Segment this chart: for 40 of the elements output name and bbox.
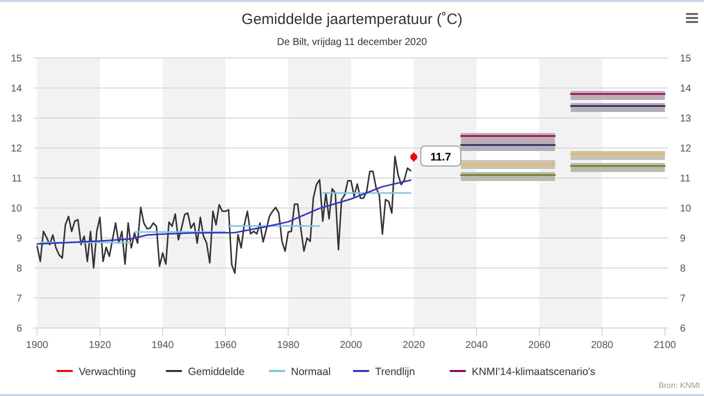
text: Bron: KNMI (658, 381, 700, 390)
y-tick-label: 8 (16, 264, 22, 274)
x-tick-label: 2020 (402, 340, 426, 351)
y2-tick-label: 12 (680, 144, 692, 154)
y-tick-label: 12 (10, 144, 22, 154)
y2-tick-label: 7 (680, 294, 686, 304)
x-tick-label: 2000 (340, 340, 363, 351)
y2-tick-label: 13 (680, 114, 692, 124)
x-tick-label: 1960 (214, 340, 238, 351)
chart-title: Gemiddelde jaartemperatuur (˚C) (242, 11, 462, 28)
y2-tick-label: 11 (680, 174, 691, 184)
legend-label: Gemiddelde (188, 366, 245, 378)
y-tick-label: 9 (16, 234, 22, 244)
x-tick-label: 1900 (26, 340, 49, 351)
y-tick-label: 6 (16, 324, 22, 334)
x-tick-label: 1940 (152, 340, 174, 351)
y2-tick-label: 14 (680, 84, 692, 94)
y-tick-label: 10 (10, 204, 22, 214)
y2-tick-label: 15 (680, 54, 692, 64)
y2-tick-label: 9 (680, 234, 686, 244)
y2-tick-label: 6 (680, 324, 686, 334)
legend-label: Trendlijn (375, 366, 416, 378)
x-tick-label: 2080 (590, 340, 614, 351)
y2-tick-label: 8 (680, 264, 686, 274)
y2-tick-label: 10 (680, 204, 692, 214)
y-tick-label: 7 (16, 294, 22, 304)
x-tick-label: 2100 (654, 340, 676, 351)
x-tick-label: 2060 (528, 340, 551, 351)
y-tick-label: 13 (10, 114, 22, 124)
legend-label: KNMI'14-klimaatscenario's (472, 366, 596, 378)
legend-label: Verwachting (78, 366, 136, 378)
legend-label: Normaal (291, 366, 331, 378)
x-tick-label: 2040 (465, 340, 488, 351)
chart-subtitle: De Bilt, vrijdag 11 december 2020 (277, 37, 428, 48)
x-tick-label: 1980 (277, 340, 300, 351)
x-tick-label: 1920 (88, 340, 112, 351)
y-tick-label: 14 (10, 84, 22, 94)
y-tick-label: 11 (12, 174, 22, 184)
data-label: 11.7 (430, 152, 452, 164)
y-tick-label: 15 (10, 54, 22, 64)
